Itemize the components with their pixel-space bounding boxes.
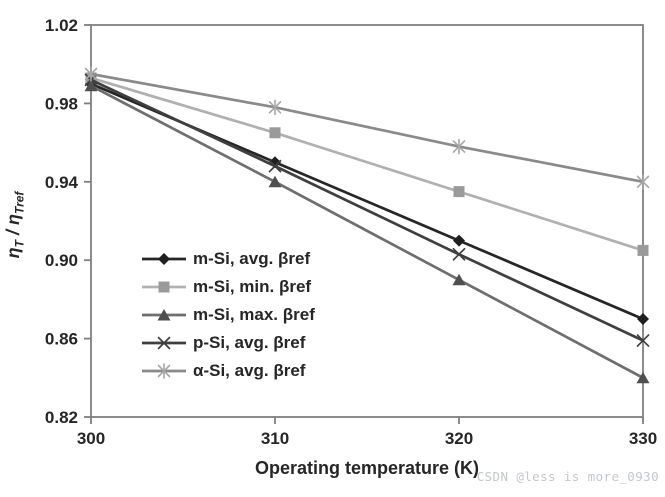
series-m-si-min: [85, 72, 649, 256]
legend-label: m-Si, max. βref: [193, 305, 315, 324]
legend-label: α-Si, avg. βref: [193, 361, 306, 380]
marker-triangle-icon: [268, 175, 282, 188]
y-tick-label: 0.94: [45, 173, 79, 192]
legend-swatch-square-icon: [142, 281, 186, 293]
marker-asterisk-icon: [268, 99, 282, 116]
x-tick-label: 320: [445, 429, 473, 448]
series-p-si-avg: [84, 73, 650, 347]
marker-asterisk-icon: [157, 363, 171, 379]
series-a-si-avg: [84, 66, 650, 190]
plot-frame: [90, 24, 644, 418]
x-tick-label: 300: [77, 429, 105, 448]
series-line: [90, 84, 644, 379]
x-tick-label: 310: [261, 429, 289, 448]
legend-item-a-si-avg: α-Si, avg. βref: [140, 357, 315, 385]
marker-diamond-icon: [158, 253, 170, 265]
legend-label: p-Si, avg. βref: [193, 333, 306, 352]
legend-item-m-si-avg: m-Si, avg. βref: [140, 245, 315, 273]
marker-x-icon: [636, 334, 650, 347]
legend-item-p-si-avg: p-Si, avg. βref: [140, 329, 315, 357]
legend-swatch-triangle-icon: [142, 309, 186, 321]
marker-asterisk-icon: [452, 138, 466, 155]
marker-asterisk-icon: [636, 174, 650, 190]
series-m-si-max: [84, 79, 650, 384]
divider-slash: /: [3, 225, 23, 241]
y-tick-label: 1.02: [45, 16, 78, 35]
marker-diamond-icon: [637, 313, 649, 325]
eta-symbol-ref: η: [3, 214, 23, 226]
watermark: CSDN @less is more_0930: [476, 469, 659, 484]
eta-subscript-T: T: [12, 240, 27, 248]
marker-triangle-icon: [84, 79, 98, 92]
marker-x-icon: [452, 247, 466, 261]
legend: m-Si, avg. βref m-Si, min. βref m-Si, ma…: [140, 245, 315, 385]
marker-x-icon: [268, 159, 282, 173]
legend-item-m-si-min: m-Si, min. βref: [140, 273, 315, 301]
legend-label: m-Si, min. βref: [193, 277, 312, 296]
eta-subscript-Tref: Tref: [12, 191, 27, 215]
legend-item-m-si-max: m-Si, max. βref: [140, 301, 315, 329]
y-tick-label: 0.82: [45, 408, 78, 427]
legend-swatch-x-icon: [142, 336, 186, 350]
y-axis-label: ηT / ηTref: [3, 125, 29, 325]
y-tick-label: 0.98: [45, 94, 78, 113]
legend-swatch-asterisk-icon: [142, 363, 186, 379]
eta-symbol: η: [3, 247, 23, 259]
series-line: [90, 76, 644, 252]
marker-square-icon: [269, 127, 281, 139]
x-axis-label: Operating temperature (K): [254, 458, 480, 478]
x-tick-label: 330: [629, 429, 657, 448]
marker-square-icon: [637, 244, 649, 256]
series-line: [90, 78, 644, 342]
marker-square-icon: [453, 186, 465, 198]
marker-square-icon: [158, 281, 170, 293]
marker-x-icon: [157, 336, 171, 350]
legend-swatch-diamond-icon: [142, 253, 186, 265]
marker-triangle-icon: [636, 371, 650, 384]
series-line: [90, 72, 644, 184]
marker-diamond-icon: [453, 234, 465, 247]
marker-triangle-icon: [157, 309, 171, 321]
y-tick-label: 0.86: [45, 330, 78, 349]
marker-triangle-icon: [452, 273, 466, 286]
legend-label: m-Si, avg. βref: [193, 249, 311, 268]
y-tick-label: 0.90: [45, 251, 78, 270]
marker-asterisk-icon: [84, 66, 98, 82]
